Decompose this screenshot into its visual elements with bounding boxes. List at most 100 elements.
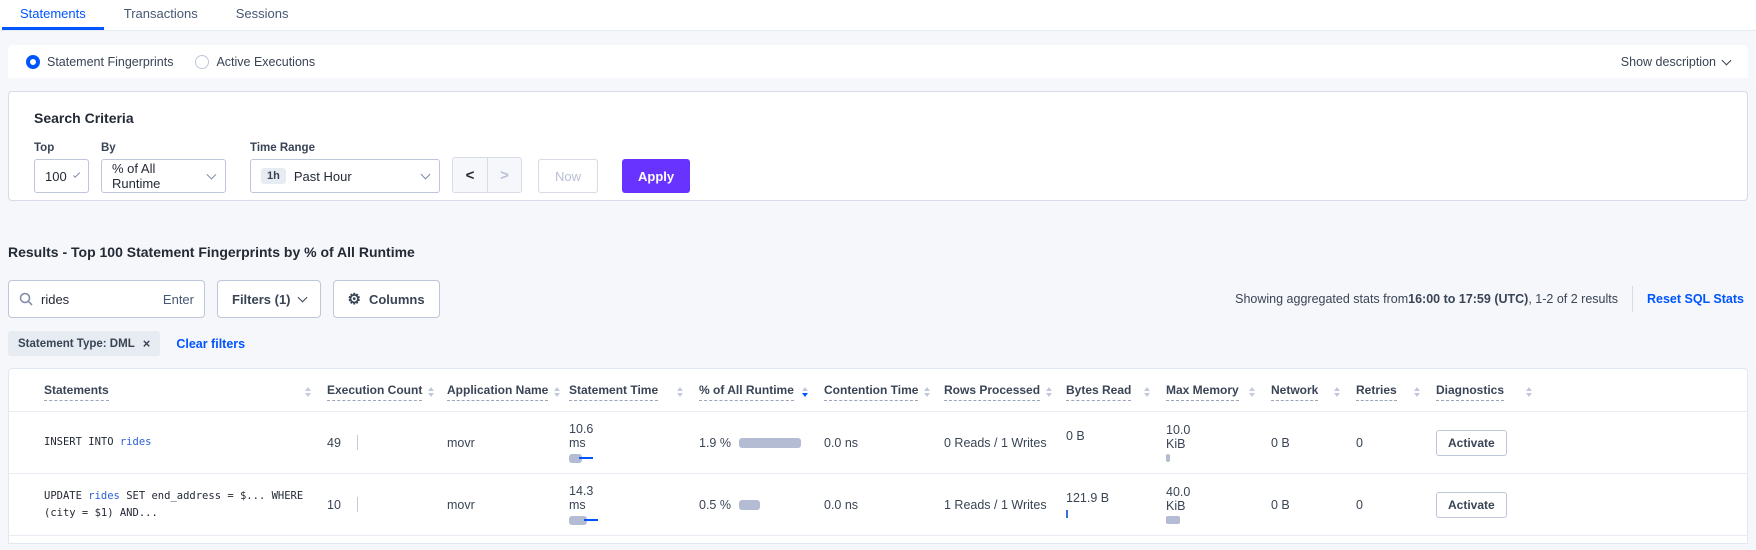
clear-filters-link[interactable]: Clear filters	[176, 336, 246, 351]
time-nav-group: < >	[452, 157, 522, 193]
time-range-label: Time Range	[250, 142, 315, 154]
time-range-value: Past Hour	[293, 168, 352, 184]
statement-fingerprint[interactable]: INSERT INTO rides	[44, 434, 311, 451]
top-label: Top	[34, 142, 55, 154]
stats-prefix: Showing aggregated stats from	[1235, 292, 1409, 306]
filters-button-label: Filters (1)	[232, 291, 291, 307]
bytes-read-value: 0 B	[1066, 429, 1085, 443]
sort-retries-icon[interactable]	[1414, 387, 1420, 397]
sort-max-memory-icon[interactable]	[1249, 387, 1255, 397]
radio-unselected-icon	[195, 54, 210, 69]
max-memory-value: 10.0 KiB	[1166, 423, 1191, 451]
statement-time-value: 10.6 ms	[569, 422, 594, 450]
activate-diagnostics-button[interactable]: Activate	[1436, 429, 1507, 456]
network-value: 0 B	[1271, 435, 1290, 450]
execution-count-cell: 49	[327, 435, 431, 450]
table-header-row: Statements Execution Count Application N…	[9, 369, 1747, 412]
mini-barchart	[357, 435, 358, 450]
sort-contention-time-icon[interactable]	[924, 387, 931, 397]
aggregated-stats-note: Showing aggregated stats from 16:00 to 1…	[1235, 292, 1618, 306]
search-criteria-title: Search Criteria	[34, 110, 134, 126]
time-next-button[interactable]: >	[487, 158, 521, 192]
sort-application-name-icon[interactable]	[554, 387, 561, 397]
close-icon[interactable]: ×	[142, 336, 151, 351]
statement-row: INSERT INTO rides 49 movr 10.6 ms 1.9 % …	[9, 411, 1747, 474]
sort-runtime-pct-icon[interactable]	[802, 387, 808, 397]
execution-count-value: 49	[327, 435, 341, 450]
max-memory-bar	[1166, 454, 1170, 462]
bytes-read-bar	[1066, 446, 1150, 456]
chevron-down-icon	[420, 169, 431, 180]
filters-button[interactable]: Filters (1)	[217, 280, 321, 318]
by-select-value: % of All Runtime	[112, 161, 161, 191]
col-execution-count: Execution Count	[327, 383, 423, 401]
search-icon	[19, 292, 33, 306]
sort-execution-count-icon[interactable]	[428, 387, 435, 397]
top-field: Top 100	[34, 142, 89, 193]
runtime-pct-bar	[738, 437, 801, 448]
rows-processed-value: 1 Reads / 1 Writes	[944, 497, 1047, 512]
results-heading: Results - Top 100 Statement Fingerprints…	[8, 244, 415, 260]
radio-active-executions[interactable]: Active Executions	[195, 54, 316, 69]
top-select[interactable]: 100	[34, 159, 89, 193]
sql-text: UPDATE	[44, 489, 89, 502]
chevron-down-icon	[297, 292, 307, 303]
tab-sessions[interactable]: Sessions	[235, 6, 289, 21]
sort-bytes-read-icon[interactable]	[1144, 387, 1150, 397]
application-name-value: movr	[447, 435, 475, 450]
search-input[interactable]	[41, 291, 155, 307]
filter-chips-row: Statement Type: DML × Clear filters	[8, 331, 1748, 356]
table-name-link[interactable]: rides	[119, 436, 152, 449]
statement-fingerprint[interactable]: UPDATE rides SET end_address = $... WHER…	[44, 488, 311, 522]
activate-diagnostics-button[interactable]: Activate	[1436, 491, 1507, 518]
application-name-value: movr	[447, 497, 475, 512]
search-enter-hint: Enter	[162, 291, 194, 307]
table-name-link[interactable]: rides	[88, 489, 120, 502]
retries-value: 0	[1356, 497, 1363, 512]
col-runtime-pct: % of All Runtime	[699, 383, 794, 401]
chevron-down-icon	[72, 170, 80, 179]
rows-processed-value: 0 Reads / 1 Writes	[944, 435, 1047, 450]
stats-suffix: , 1-2 of 2 results	[1528, 292, 1618, 306]
sql-activity-tabbar: Statements Transactions Sessions	[0, 0, 1756, 31]
sort-statements-icon[interactable]	[305, 387, 311, 397]
statement-time-bar	[569, 453, 683, 463]
top-select-value: 100	[45, 168, 67, 184]
sort-statement-time-icon[interactable]	[677, 387, 683, 397]
max-memory-bar	[1166, 516, 1180, 524]
search-criteria-panel: Search Criteria Top 100 By % of All Runt…	[8, 91, 1748, 201]
sort-network-icon[interactable]	[1334, 387, 1340, 397]
runtime-pct-value: 1.9 %	[699, 435, 731, 450]
reset-sql-stats-link[interactable]: Reset SQL Stats	[1646, 292, 1744, 306]
gear-icon: ⚙	[347, 290, 361, 308]
bytes-read-value: 121.9 B	[1066, 491, 1110, 505]
execution-count-cell: 10	[327, 497, 431, 512]
time-range-select[interactable]: 1h Past Hour	[250, 159, 440, 193]
tab-transactions[interactable]: Transactions	[123, 6, 198, 21]
apply-button[interactable]: Apply	[622, 159, 691, 193]
show-description-toggle[interactable]: Show description	[1620, 54, 1732, 69]
radio-active-executions-label: Active Executions	[216, 54, 316, 69]
col-network: Network	[1271, 383, 1319, 401]
show-description-label: Show description	[1620, 54, 1716, 69]
by-select[interactable]: % of All Runtime	[101, 159, 226, 193]
time-prev-button[interactable]: <	[453, 158, 487, 192]
radio-selected-icon	[26, 54, 40, 69]
radio-statement-fingerprints[interactable]: Statement Fingerprints	[26, 54, 173, 69]
columns-button[interactable]: ⚙ Columns	[332, 280, 440, 318]
view-toggle-bar: Statement Fingerprints Active Executions…	[8, 45, 1748, 78]
by-field: By % of All Runtime	[101, 142, 226, 193]
filter-chip-statement-type[interactable]: Statement Type: DML ×	[8, 331, 161, 356]
mini-barchart	[357, 497, 358, 512]
now-button[interactable]: Now	[538, 159, 599, 193]
sort-diagnostics-icon[interactable]	[1526, 387, 1532, 397]
by-label: By	[101, 142, 116, 154]
divider	[1631, 286, 1633, 312]
sort-rows-processed-icon[interactable]	[1046, 387, 1053, 397]
tab-statements[interactable]: Statements	[2, 0, 104, 30]
time-range-field: Time Range 1h Past Hour	[250, 142, 440, 193]
col-bytes-read: Bytes Read	[1066, 383, 1132, 401]
col-application-name: Application Name	[447, 383, 549, 401]
runtime-pct-value: 0.5 %	[699, 497, 731, 512]
col-rows-processed: Rows Processed	[944, 383, 1041, 401]
